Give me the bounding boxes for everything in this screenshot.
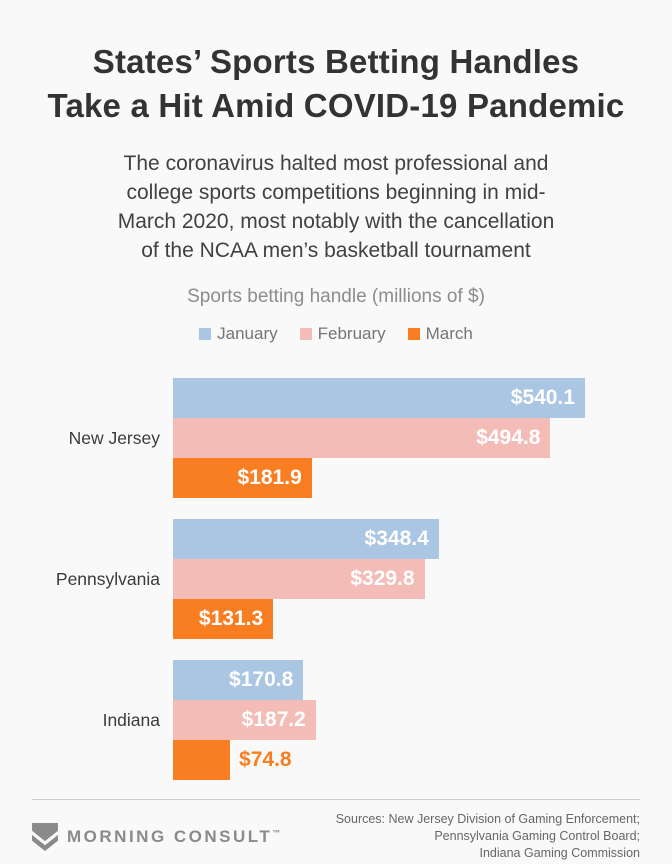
sources-text: Sources: New Jersey Division of Gaming E… xyxy=(335,812,640,860)
category-label: Indiana xyxy=(102,709,160,730)
bar-value-label: $181.9 xyxy=(237,466,302,489)
bar-row: $170.8 xyxy=(173,660,585,700)
category-label: Pennsylvania xyxy=(55,568,160,589)
page-title-line-2: Take a Hit Amid COVID-19 Pandemic xyxy=(47,87,625,124)
bar-january-new-jersey: $540.1 xyxy=(173,378,585,418)
footer: MORNING CONSULT™ Sources: New Jersey Div… xyxy=(32,799,640,864)
chart-legend: January February March xyxy=(0,324,672,344)
bar-january-indiana: $170.8 xyxy=(173,660,304,700)
chart-title: Sports betting handle (millions of $) xyxy=(187,286,485,307)
bar-stack: $170.8 $187.2 $74.8 xyxy=(173,660,585,780)
bar-february-indiana: $187.2 xyxy=(173,700,316,740)
bar-stack: $540.1 $494.8 $181.9 xyxy=(173,378,585,498)
legend-swatch-march xyxy=(407,328,420,340)
legend-item-january: January xyxy=(199,324,278,344)
bar-group-indiana: Indiana $170.8 $187.2 $74.8 xyxy=(0,660,672,780)
bar-january-pennsylvania: $348.4 xyxy=(173,519,439,559)
bar-row: $540.1 xyxy=(173,378,585,418)
bar-value-label: $187.2 xyxy=(241,708,306,731)
legend-swatch-january xyxy=(199,328,212,340)
legend-label: January xyxy=(217,324,278,343)
bar-stack: $348.4 $329.8 $131.3 xyxy=(173,519,585,639)
morning-consult-brand: MORNING CONSULT™ xyxy=(32,822,283,851)
legend-item-march: March xyxy=(407,324,473,344)
bar-row: $187.2 xyxy=(173,700,585,740)
legend-label: February xyxy=(317,324,386,343)
logo-text: MORNING CONSULT™ xyxy=(67,826,283,846)
bar-value-label: $540.1 xyxy=(510,386,575,409)
bar-march-pennsylvania: $131.3 xyxy=(173,599,274,639)
bar-group-new-jersey: New Jersey $540.1 $494.8 $181.9 xyxy=(0,378,672,498)
category-label: New Jersey xyxy=(68,427,160,448)
bar-value-label: $170.8 xyxy=(229,668,294,691)
bar-row: $181.9 xyxy=(173,458,585,498)
bar-chart: New Jersey $540.1 $494.8 $181.9 Pennsylvania… xyxy=(0,378,672,780)
trademark-symbol: ™ xyxy=(272,827,283,837)
bar-row: $494.8 xyxy=(173,418,585,458)
bar-row: $348.4 xyxy=(173,519,585,559)
morning-consult-logo-icon xyxy=(32,822,58,851)
legend-label: March xyxy=(425,324,473,343)
bar-march-new-jersey: $181.9 xyxy=(173,458,312,498)
bar-february-new-jersey: $494.8 xyxy=(173,418,551,458)
bar-value-label: $348.4 xyxy=(364,527,429,550)
subtitle: The coronavirus halted most professional… xyxy=(117,152,555,262)
legend-swatch-february xyxy=(299,328,312,340)
bar-group-pennsylvania: Pennsylvania $348.4 $329.8 $131.3 xyxy=(0,519,672,639)
bar-row: $74.8 xyxy=(173,740,585,780)
bar-row: $329.8 xyxy=(173,559,585,599)
bar-march-indiana xyxy=(173,740,231,780)
legend-item-february: February xyxy=(299,324,386,344)
bar-value-label: $131.3 xyxy=(198,607,264,630)
bar-row: $131.3 xyxy=(173,599,585,639)
bar-february-pennsylvania: $329.8 xyxy=(173,559,425,599)
bar-value-label: $74.8 xyxy=(239,748,292,771)
page-title: States’ Sports Betting Handles Take a Hi… xyxy=(0,40,672,128)
page-title-line-1: States’ Sports Betting Handles xyxy=(92,43,580,80)
bar-value-label: $494.8 xyxy=(476,426,541,449)
bar-value-label: $329.8 xyxy=(350,567,415,590)
